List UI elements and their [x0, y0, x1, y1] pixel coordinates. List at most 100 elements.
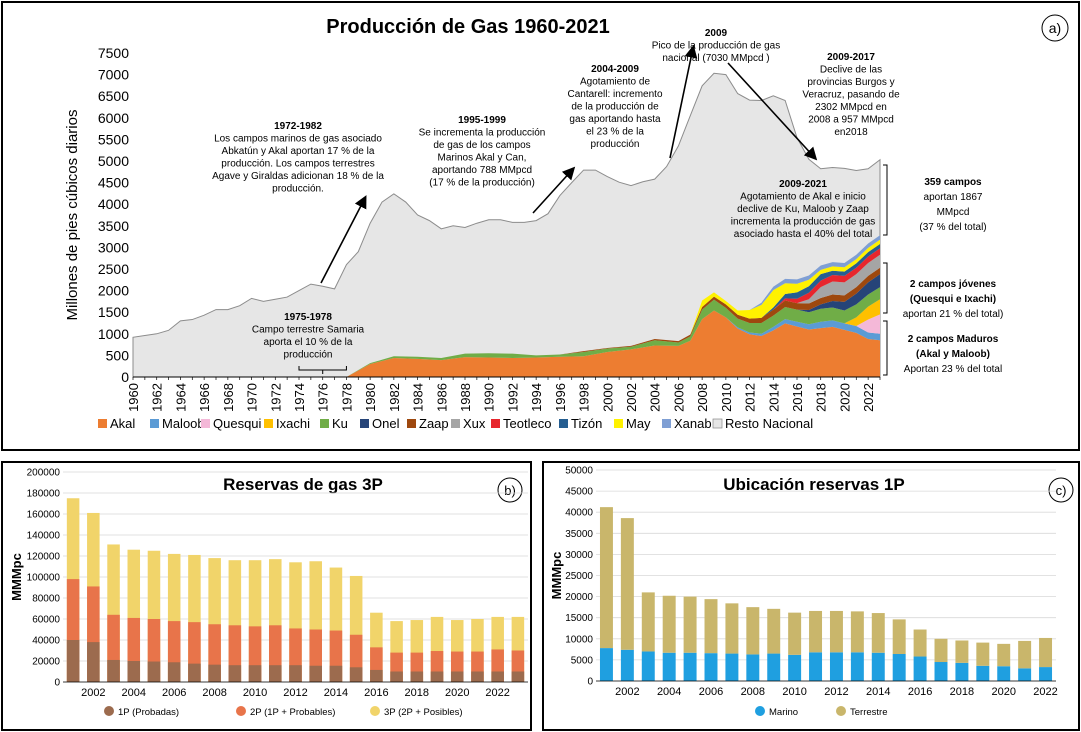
legend-label: May — [626, 416, 651, 431]
side-note-line: aportan 21 % del total) — [903, 309, 1004, 320]
bar-1p — [511, 671, 525, 682]
bar-marino — [767, 653, 781, 681]
annotation-line: producción — [284, 350, 333, 361]
annotation-line: 2004-2009 — [591, 64, 639, 75]
y-tick-label: 6000 — [98, 110, 129, 126]
x-tick-label: 1986 — [434, 383, 449, 412]
legend-marker — [236, 706, 246, 716]
bar-terrestre — [1039, 637, 1053, 668]
x-tick-label: 2012 — [743, 383, 758, 412]
legend-label: Quesqui — [213, 416, 262, 431]
y-tick-label: 7000 — [98, 67, 129, 83]
y-tick-label: 40000 — [565, 508, 593, 519]
bar-terrestre — [997, 643, 1011, 667]
annotation-arrow — [532, 166, 576, 214]
bar-marino — [1018, 668, 1032, 681]
x-tick-label: 2018 — [405, 687, 429, 699]
bar-1p — [269, 665, 282, 682]
x-tick-label: 1976 — [316, 383, 331, 412]
annotation-line: asociado hasta el 40% del total — [734, 229, 872, 240]
bar-marino — [788, 654, 802, 681]
x-tick-label: 1988 — [458, 383, 473, 412]
legend-swatch — [98, 419, 107, 428]
y-axis-label: MMMpc — [9, 553, 24, 601]
y-tick-label: 6500 — [98, 88, 129, 104]
y-tick-label: 20000 — [565, 592, 593, 603]
y-tick-label: 15000 — [565, 613, 593, 624]
annotation-line: producción. — [272, 184, 324, 195]
annotation-line: Agotamiento de Akal e inicio — [740, 192, 866, 203]
x-tick-label: 1960 — [126, 383, 141, 412]
annotation-line: de la producción de — [571, 102, 659, 113]
legend-label: Teotleco — [503, 416, 551, 431]
panel-c: Ubicación reservas 1P c) 0 5000 10000 15000 20… — [542, 461, 1080, 731]
x-tick-label: 2004 — [122, 687, 146, 699]
bar-marino — [871, 652, 885, 681]
annotation-line: aporta el 10 % de la — [264, 337, 353, 348]
x-tick-label: 1984 — [411, 383, 426, 412]
bar-marino — [641, 651, 655, 681]
annotation-line: (17 % de la producción) — [429, 178, 535, 189]
brace-maduros — [883, 320, 888, 376]
annotation-line: Campo terrestre Samaria — [252, 325, 365, 336]
x-tick-label: 2000 — [600, 383, 615, 412]
annotation-line: Agave y Giraldas adicionan 18 % de la — [212, 171, 384, 182]
bar-1p — [410, 671, 424, 682]
x-tick-label: 2002 — [624, 383, 639, 412]
x-tick-label: 2016 — [790, 383, 805, 412]
bar-marino — [1039, 667, 1053, 681]
panel-a: Producción de Gas 1960-2021 a) 0 500 1000 150… — [1, 1, 1080, 451]
legend-swatch — [360, 419, 369, 428]
y-tick-label: 120000 — [27, 552, 61, 563]
bar-marino — [955, 662, 969, 681]
bar-marino — [809, 652, 823, 681]
y-tick-label: 2500 — [98, 261, 129, 277]
x-tick-label: 1994 — [529, 383, 544, 412]
bar-terrestre — [641, 592, 655, 652]
annotation-line: Los campos marinos de gas asociado — [214, 134, 382, 145]
bar-marino — [997, 666, 1011, 681]
legend-label: Resto Nacional — [725, 416, 813, 431]
annotation-line: Abkatún y Akal aportan 17 % de la — [222, 146, 375, 157]
bar-marino — [725, 653, 739, 681]
bar-terrestre — [725, 603, 739, 654]
legend-swatch — [451, 419, 460, 428]
annotation-line: en2018 — [834, 127, 868, 138]
bar-1p — [370, 669, 383, 682]
bar-1p — [289, 665, 302, 682]
x-tick-label: 2016 — [364, 687, 388, 699]
bar-1p — [167, 662, 181, 682]
legend-swatch — [320, 419, 329, 428]
x-tick-label: 2022 — [861, 383, 876, 412]
bar-1p — [390, 671, 403, 682]
y-tick-label: 1500 — [98, 304, 129, 320]
x-tick-label: 1966 — [197, 383, 212, 412]
legend-label: Terrestre — [850, 707, 887, 718]
side-note-line: (Akal y Maloob) — [916, 349, 990, 360]
bar-terrestre — [788, 612, 802, 655]
side-note-line: aportan 1867 — [924, 192, 983, 203]
bar-terrestre — [913, 629, 927, 657]
y-tick-label: 0 — [587, 677, 593, 688]
x-tick-label: 2022 — [485, 687, 509, 699]
bar-1p — [228, 665, 242, 682]
bar-terrestre — [746, 607, 760, 655]
y-tick-label: 35000 — [565, 529, 593, 540]
bar-1p — [430, 671, 444, 682]
legend-swatch — [150, 419, 159, 428]
x-tick-label: 2020 — [445, 687, 469, 699]
y-tick-label: 3000 — [98, 239, 129, 255]
y-tick-label: 7500 — [98, 45, 129, 61]
side-note-line: 2 campos jóvenes — [910, 279, 997, 290]
panel-b: Reservas de gas 3P b) 0 20000 40000 60000 8000… — [1, 461, 532, 731]
x-tick-label: 2004 — [657, 686, 681, 698]
y-tick-label: 3500 — [98, 218, 129, 234]
annotation-line: 2008 a 957 MMpcd — [808, 115, 894, 126]
panel-label: a) — [1049, 20, 1061, 36]
brace-359 — [883, 164, 888, 236]
legend-marker — [370, 706, 380, 716]
y-axis-label: MMMpc — [549, 552, 564, 600]
x-tick-label: 2010 — [243, 687, 267, 699]
side-note-line: 359 campos — [924, 177, 982, 188]
annotation-line: Se incrementa la producción — [419, 128, 546, 139]
